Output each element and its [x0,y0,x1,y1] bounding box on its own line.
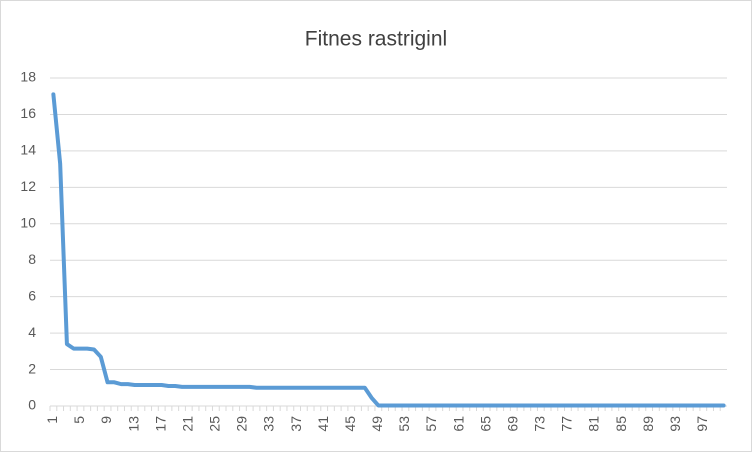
data-line [51,92,726,408]
y-tick-label: 14 [20,142,36,158]
y-tick-label: 4 [28,324,36,340]
x-tick-label: 85 [613,416,629,432]
x-tick-label: 73 [532,416,548,432]
x-tick-label: 53 [396,416,412,432]
y-tick-label: 0 [28,397,36,413]
y-tick-label: 6 [28,287,36,303]
x-tick-label: 37 [288,416,304,432]
x-tick-label: 57 [423,416,439,432]
y-tick-label: 18 [20,69,36,85]
x-tick-label: 89 [640,416,656,432]
y-tick-label: 16 [20,105,36,121]
x-tick-label: 97 [694,416,710,432]
x-tick-label: 69 [504,416,520,432]
y-tick-label: 2 [28,360,36,376]
x-tick-label: 49 [369,416,385,432]
x-tick-label: 65 [477,416,493,432]
x-tick-label: 41 [315,416,331,432]
x-tick-label: 45 [342,416,358,432]
x-tick-label: 25 [207,416,223,432]
x-tick-label: 77 [559,416,575,432]
y-tick-label: 12 [20,178,36,194]
x-tick-label: 17 [152,416,168,432]
x-tick-label: 1 [44,416,60,424]
x-tick-label: 13 [125,416,141,432]
x-tick-label: 21 [179,416,195,432]
x-tick-label: 33 [261,416,277,432]
x-tick-label: 81 [586,416,602,432]
x-tick-label: 29 [234,416,250,432]
x-tick-label: 61 [450,416,466,432]
x-tick-label: 9 [98,416,114,424]
y-tick-label: 8 [28,251,36,267]
x-tick-label: 93 [667,416,683,432]
chart-title: Fitnes rastriginl [305,28,447,51]
y-tick-label: 10 [20,214,36,230]
x-tick-label: 5 [71,416,87,424]
